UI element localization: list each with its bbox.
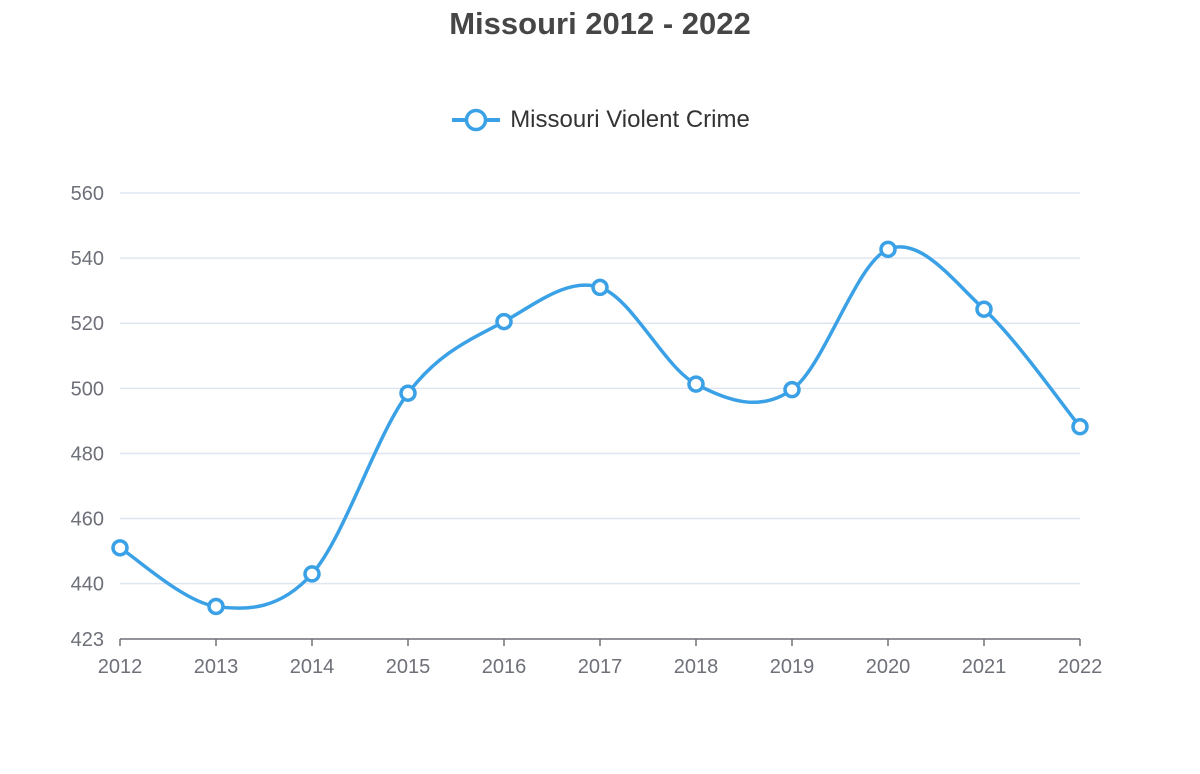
x-tick-label: 2013 [194,656,239,678]
x-tick-label: 2020 [866,656,911,678]
y-tick-label: 520 [71,313,104,335]
x-tick-label: 2019 [770,656,815,678]
y-tick-label: 480 [71,443,104,465]
series-line [118,245,1082,610]
x-tick-label: 2021 [962,656,1007,678]
y-tick-label: 440 [71,574,104,596]
data-point[interactable] [207,597,225,616]
x-tick-label: 2014 [290,656,335,678]
x-tick-label: 2018 [674,656,719,678]
data-point[interactable] [687,375,705,393]
y-tick-label: 423 [71,629,104,651]
grid-lines [120,192,1080,585]
y-tick-label: 460 [71,509,104,531]
x-tick-label: 2022 [1058,656,1103,678]
x-axis [119,638,1081,646]
chart-title: Missouri 2012 - 2022 [449,6,751,41]
data-point[interactable] [783,380,801,399]
data-points [111,240,1089,616]
data-point[interactable] [591,278,609,297]
series-layer [118,245,1082,610]
y-tick-label: 540 [71,248,104,270]
data-point[interactable] [111,539,129,557]
legend-label: Missouri Violent Crime [510,106,750,133]
data-point[interactable] [975,300,993,318]
data-point[interactable] [1071,417,1089,436]
data-point[interactable] [303,565,321,583]
x-tick-label: 2012 [98,656,143,678]
legend[interactable]: Missouri Violent Crime [0,106,1200,134]
y-tick-label: 500 [71,378,104,400]
x-tick-label: 2015 [386,656,431,678]
x-tick-label: 2017 [578,656,623,678]
x-axis-labels: 2012 2013 2014 2015 2016 2017 2018 2019 2020 2021… [98,656,1103,678]
data-point[interactable] [879,240,897,259]
data-point[interactable] [495,312,513,331]
data-point[interactable] [399,384,417,402]
legend-marker-icon [452,108,501,132]
x-tick-label: 2016 [482,656,527,678]
y-tick-label: 560 [71,183,104,205]
legend-dot [464,108,488,132]
y-axis-labels: 423 440 460 480 500 520 540 560 [71,183,104,651]
